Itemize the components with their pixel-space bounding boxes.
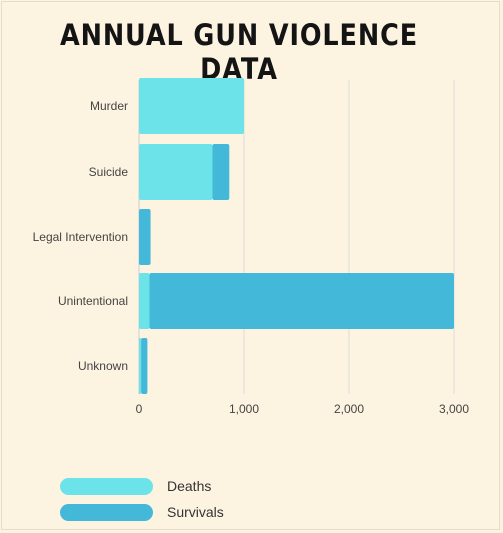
- x-tick-label: 3,000: [439, 402, 469, 416]
- x-tick-label: 2,000: [334, 402, 364, 416]
- legend-item-deaths: Deaths: [60, 476, 224, 496]
- bar-survivals-unintentional: [149, 273, 454, 329]
- bar-survivals-unknown: [141, 338, 148, 394]
- bar-deaths-unintentional: [139, 273, 150, 329]
- x-tick-label: 1,000: [229, 402, 259, 416]
- category-label: Unintentional: [58, 294, 128, 308]
- legend-swatch-survivals: [60, 503, 153, 521]
- legend: Deaths Survivals: [60, 476, 224, 528]
- x-tick-label: 0: [136, 402, 143, 416]
- legend-label-survivals: Survivals: [167, 504, 224, 520]
- legend-label-deaths: Deaths: [167, 478, 212, 494]
- category-label: Murder: [90, 99, 128, 113]
- bar-deaths-unknown: [139, 338, 142, 394]
- bar-survivals-legal-intervention: [139, 209, 151, 265]
- bar-deaths-murder: [139, 78, 244, 134]
- category-label: Unknown: [78, 359, 128, 373]
- bar-survivals-suicide: [212, 144, 230, 200]
- category-label: Legal Intervention: [33, 230, 128, 244]
- bar-deaths-suicide: [139, 144, 213, 200]
- legend-swatch-deaths: [60, 477, 153, 495]
- category-label: Suicide: [89, 165, 129, 179]
- legend-item-survivals: Survivals: [60, 502, 224, 522]
